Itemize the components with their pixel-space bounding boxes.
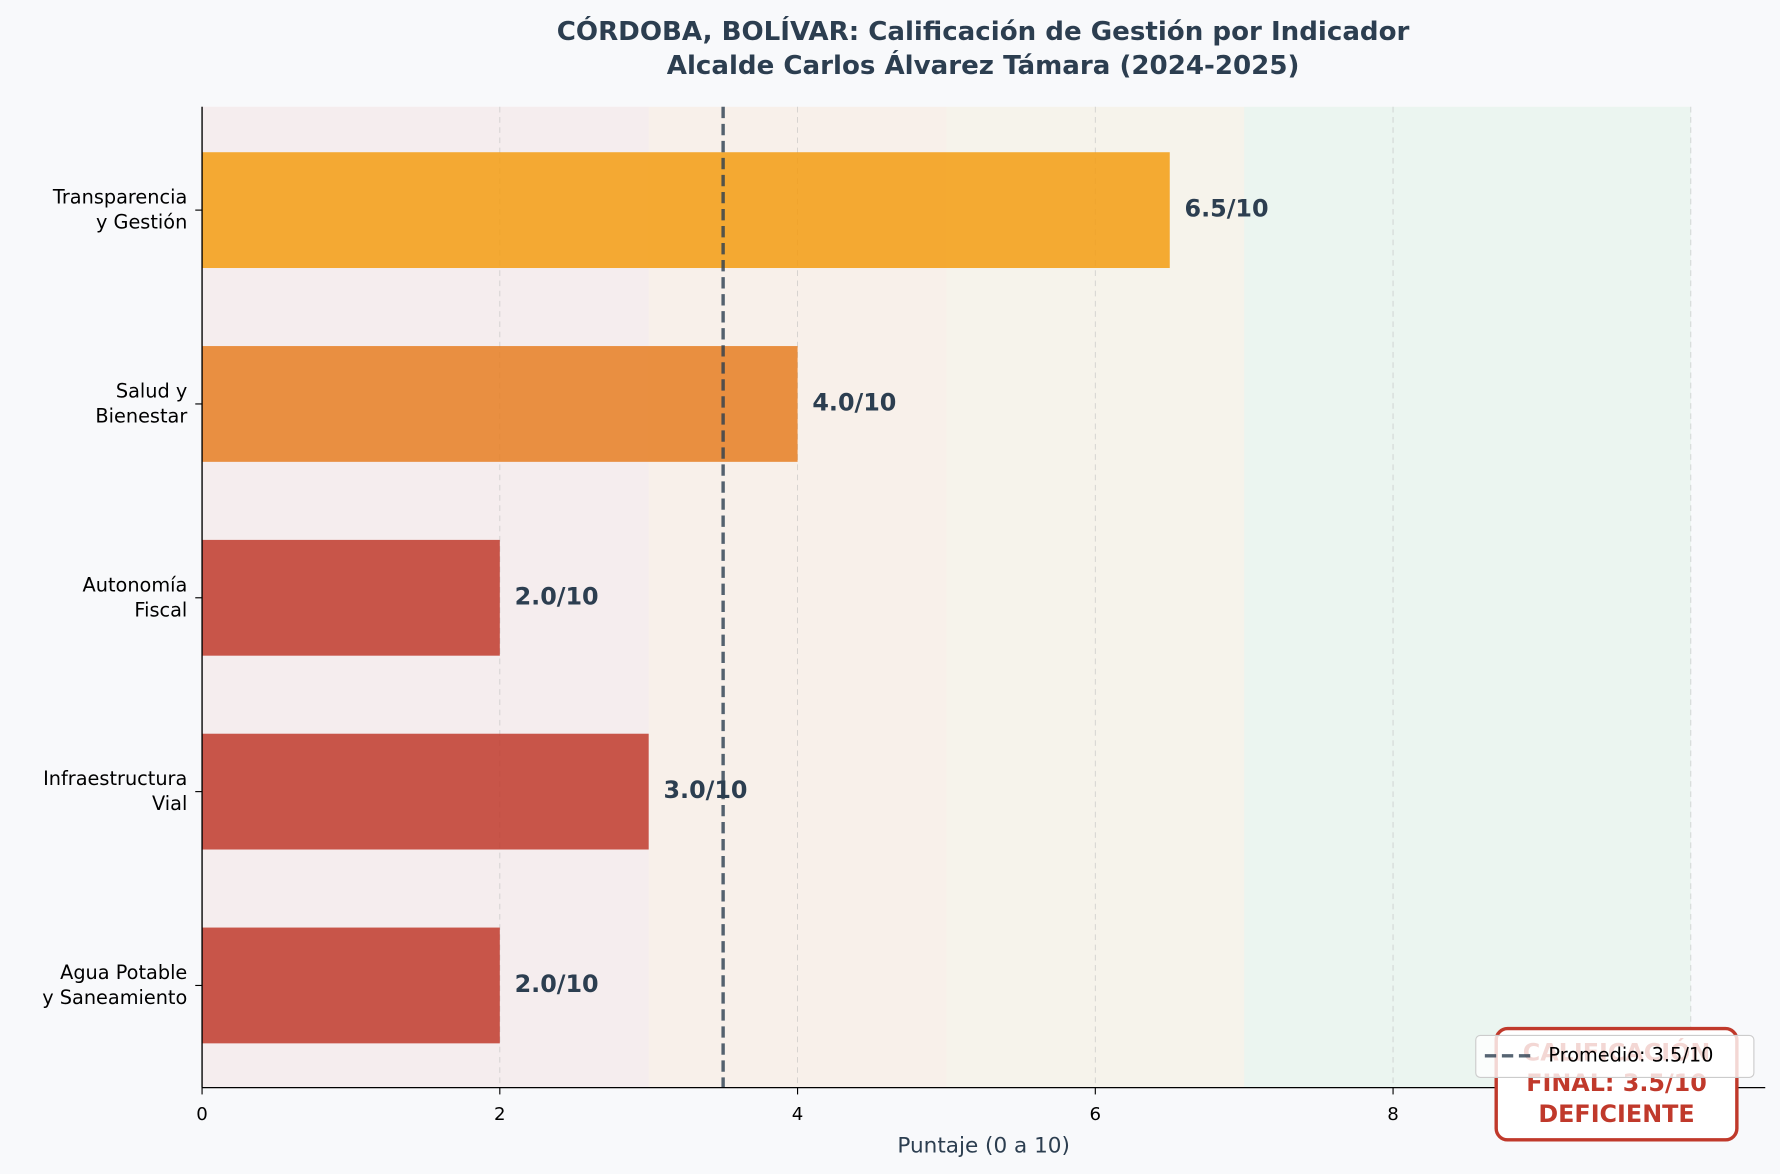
x-tick-label: 0 xyxy=(196,1104,208,1125)
value-label: 2.0/10 xyxy=(515,582,599,610)
y-tick-label: Agua Potable y Saneamiento xyxy=(42,960,187,1008)
bar xyxy=(202,927,500,1044)
value-label: 3.0/10 xyxy=(663,776,747,804)
chart-title: CÓRDOBA, BOLÍVAR: Calificación de Gestió… xyxy=(557,14,1410,80)
x-tick-label: 6 xyxy=(1090,1104,1102,1125)
value-label: 6.5/10 xyxy=(1185,195,1269,223)
bar xyxy=(202,733,649,850)
value-label: 4.0/10 xyxy=(812,388,896,416)
y-tick-label: Transparencia y Gestión xyxy=(52,185,187,233)
x-axis-label: Puntaje (0 a 10) xyxy=(897,1134,1070,1159)
bar xyxy=(202,152,1170,269)
bar xyxy=(202,346,798,462)
y-tick-label: Infraestructura Vial xyxy=(43,767,187,815)
legend-box xyxy=(1475,1034,1755,1078)
value-label: 2.0/10 xyxy=(515,970,599,998)
x-tick-label: 8 xyxy=(1387,1104,1399,1125)
y-tick-label: Autonomía Fiscal xyxy=(83,573,188,621)
x-tick-label: 2 xyxy=(494,1104,506,1125)
y-tick-label: Salud y Bienestar xyxy=(95,379,187,427)
score-band xyxy=(1244,106,1691,1088)
legend-label: Promedio: 3.5/10 xyxy=(1548,1043,1713,1066)
bar xyxy=(202,539,500,656)
x-tick-label: 4 xyxy=(792,1104,804,1125)
